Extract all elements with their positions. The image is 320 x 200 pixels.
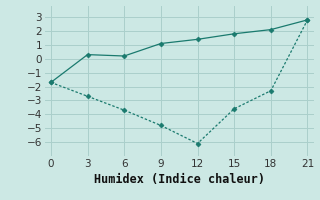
X-axis label: Humidex (Indice chaleur): Humidex (Indice chaleur): [94, 173, 265, 186]
